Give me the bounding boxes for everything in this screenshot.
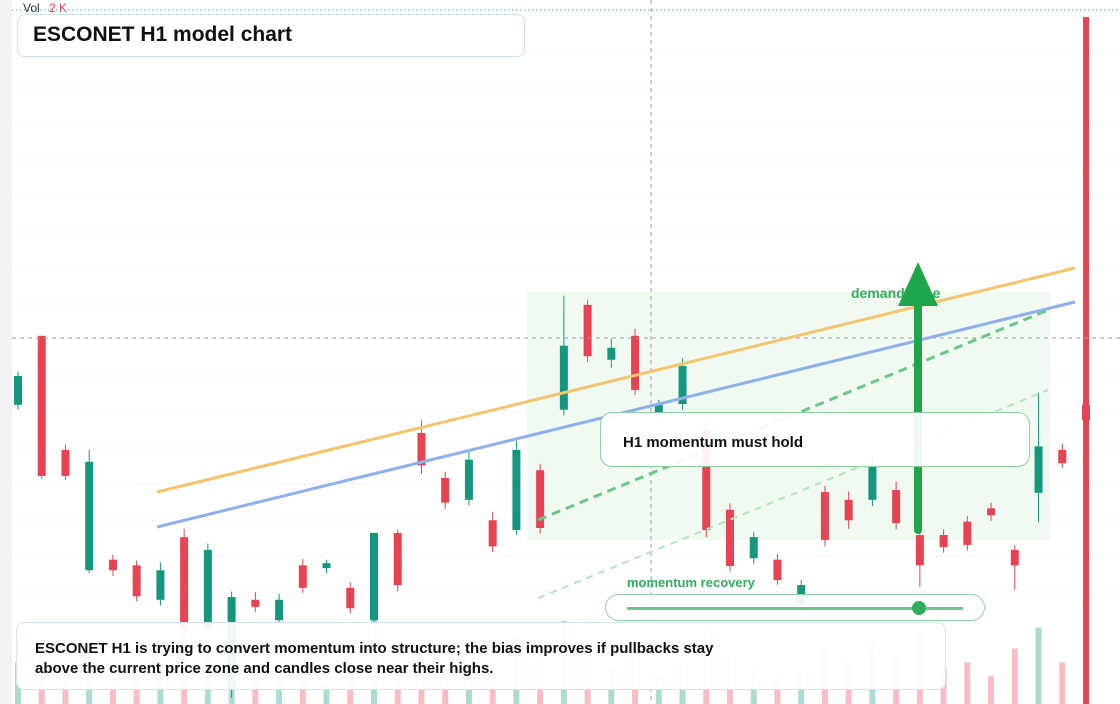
candle-body	[298, 565, 307, 588]
recovery-label: momentum recovery	[627, 575, 755, 590]
candle-body	[512, 449, 521, 531]
candle-body	[773, 559, 782, 581]
candle-body	[868, 465, 877, 500]
volume-bar	[774, 676, 781, 704]
candle-body	[180, 537, 189, 631]
candle-body	[346, 587, 355, 609]
volume-bar	[1035, 627, 1042, 704]
candle-body	[536, 470, 545, 528]
candle-body	[1058, 449, 1067, 464]
volume-bar	[655, 676, 662, 704]
candle-body	[939, 535, 948, 548]
candle-body	[61, 449, 70, 476]
candle-body	[488, 520, 497, 547]
volume-label: Vol	[23, 1, 40, 15]
title-box: ESCONET H1 model chart	[17, 14, 525, 57]
title: ESCONET H1 model chart	[33, 23, 293, 46]
summary-line: above the current price zone and candles…	[35, 660, 494, 677]
candle-body	[702, 430, 711, 531]
candle-body	[14, 375, 22, 405]
slider-knob[interactable]	[912, 601, 926, 615]
candle-body	[203, 549, 212, 631]
candle-body	[322, 563, 331, 569]
candle-body	[1082, 404, 1090, 421]
candle-body	[156, 570, 165, 600]
volume-bar	[988, 676, 995, 704]
volume-bar	[133, 676, 140, 704]
volume-bar	[1059, 662, 1066, 704]
candle-body	[583, 304, 592, 357]
candle-body	[464, 459, 473, 500]
volume-bar	[62, 676, 69, 704]
candle-body	[370, 532, 378, 621]
grid	[12, 9, 1120, 593]
candle-body	[726, 509, 734, 567]
hold-label: H1 momentum must hold	[623, 434, 804, 451]
candle-body	[654, 404, 663, 415]
candle-body	[85, 461, 94, 571]
recovery-slider[interactable]	[605, 594, 985, 621]
candle-body	[37, 335, 46, 476]
volume-bar	[323, 683, 330, 704]
candle-body	[820, 492, 829, 540]
candle-body	[417, 432, 426, 466]
summary-line: ESCONET H1 is trying to convert momentum…	[35, 640, 714, 657]
volume-bar	[276, 676, 283, 704]
volume-bar	[347, 676, 354, 704]
slider-track	[627, 607, 963, 610]
candle-body	[1010, 549, 1019, 566]
candle-body	[963, 521, 972, 545]
candle-body	[915, 535, 924, 566]
arrow-head	[898, 262, 938, 306]
candle-body	[844, 499, 853, 521]
candle-body	[607, 347, 616, 360]
volume-bar	[109, 683, 116, 704]
volume-bar	[964, 662, 971, 704]
volume-bar	[489, 676, 496, 704]
hold-box: H1 momentum must hold	[600, 412, 1030, 467]
volume-bar	[1083, 16, 1089, 704]
candle-body	[678, 366, 687, 405]
candle-body	[1034, 446, 1043, 493]
candle-body	[631, 335, 640, 391]
volume-value: 2 K	[49, 1, 67, 15]
volume-bar	[1011, 648, 1018, 704]
candle-body	[132, 565, 141, 597]
candle-body	[749, 537, 758, 559]
summary-box: ESCONET H1 is trying to convert momentum…	[16, 622, 946, 690]
candle-body	[108, 559, 117, 571]
candle-body	[441, 478, 450, 503]
left-edge	[0, 0, 12, 704]
candle-body	[275, 599, 284, 621]
candle-body	[393, 532, 402, 586]
candle-body	[892, 489, 901, 524]
candle-body	[251, 599, 260, 607]
candle-body	[559, 345, 568, 410]
candle-body	[987, 508, 996, 516]
